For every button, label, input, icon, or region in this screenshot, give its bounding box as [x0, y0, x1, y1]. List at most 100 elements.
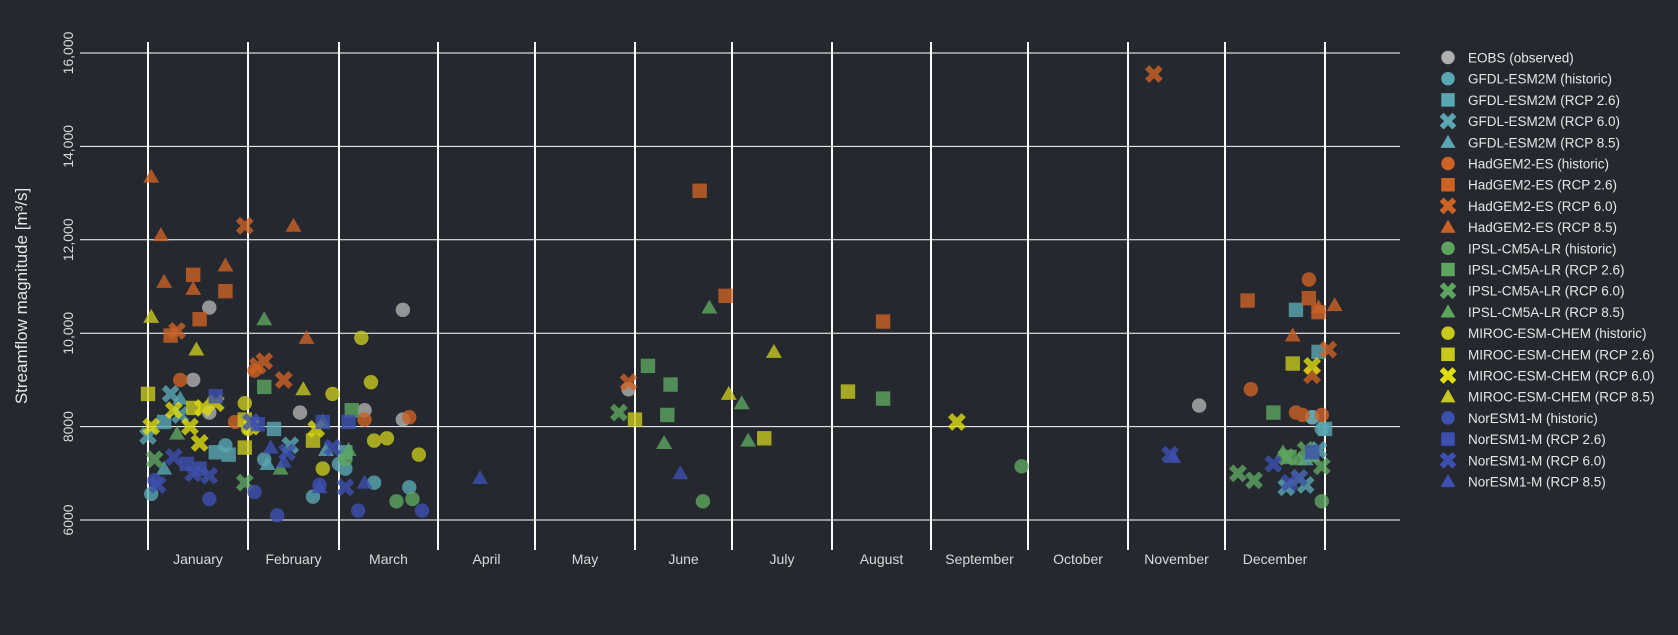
legend-item[interactable]: NorESM1-M (RCP 6.0) [1439, 451, 1606, 469]
legend-marker [1441, 262, 1455, 277]
data-point [627, 412, 643, 427]
y-tick-label: 10,000 [60, 312, 76, 355]
legend-marker [1441, 326, 1455, 340]
data-point [242, 413, 261, 431]
legend-item[interactable]: MIROC-ESM-CHEM (RCP 2.6) [1441, 347, 1655, 362]
data-point [875, 391, 891, 406]
data-point [1280, 473, 1299, 492]
x-tick-label: March [369, 551, 408, 567]
legend-marker [1439, 282, 1457, 300]
legend-label: MIROC-ESM-CHEM (RCP 2.6) [1468, 347, 1655, 362]
series-group [168, 65, 1338, 392]
data-point [323, 438, 342, 457]
data-point [266, 421, 282, 437]
legend-marker [1439, 367, 1457, 384]
data-point [840, 384, 856, 399]
series-group [169, 299, 1308, 475]
data-point [168, 321, 186, 340]
data-point [315, 414, 330, 430]
data-point [140, 386, 156, 402]
legend-item[interactable]: IPSL-CM5A-LR (RCP 8.5) [1440, 304, 1625, 320]
x-tick-label: June [668, 551, 699, 567]
legend-item[interactable]: NorESM1-M (historic) [1441, 411, 1598, 426]
data-point [292, 405, 308, 420]
data-point [341, 414, 356, 430]
series-group [143, 308, 782, 400]
legend-item[interactable]: GFDL-ESM2M (RCP 2.6) [1441, 93, 1620, 108]
legend-marker [1439, 451, 1457, 469]
data-point [619, 373, 638, 392]
legend-item[interactable]: IPSL-CM5A-LR (historic) [1441, 241, 1617, 256]
legend-marker [1441, 50, 1455, 65]
series-group [338, 447, 1329, 509]
data-point [1266, 405, 1281, 420]
series-group [257, 358, 1297, 465]
data-point [1314, 494, 1329, 509]
data-point [202, 300, 217, 315]
data-point [363, 375, 379, 390]
data-point [1284, 327, 1301, 342]
data-point [389, 494, 404, 509]
legend-item[interactable]: HadGEM2-ES (RCP 6.0) [1439, 197, 1617, 215]
data-point [672, 465, 689, 480]
data-point [237, 440, 252, 455]
legend-item[interactable]: GFDL-ESM2M (historic) [1441, 72, 1612, 87]
data-point [1288, 302, 1304, 318]
data-point [947, 413, 966, 431]
x-tick-label: November [1144, 551, 1209, 567]
legend-item[interactable]: IPSL-CM5A-LR (RCP 2.6) [1441, 262, 1625, 278]
legend-label: IPSL-CM5A-LR (RCP 2.6) [1468, 263, 1625, 278]
data-point [1295, 407, 1310, 423]
data-point [1285, 356, 1300, 371]
legend-item[interactable]: IPSL-CM5A-LR (RCP 6.0) [1439, 282, 1625, 300]
y-tick-label: 6000 [60, 504, 76, 535]
data-point [379, 431, 395, 446]
legend-item[interactable]: MIROC-ESM-CHEM (RCP 6.0) [1439, 367, 1655, 384]
data-point [663, 377, 678, 392]
legend-item[interactable]: GFDL-ESM2M (RCP 6.0) [1439, 112, 1620, 130]
series-group [237, 330, 427, 476]
legend-marker [1441, 177, 1455, 192]
series-group [156, 302, 1333, 462]
legend-label: NorESM1-M (RCP 8.5) [1468, 475, 1606, 490]
legend-item[interactable]: HadGEM2-ES (RCP 8.5) [1440, 219, 1618, 236]
x-tick-label: January [173, 551, 223, 567]
y-tick-label: 16,000 [60, 31, 76, 74]
data-point [1326, 297, 1343, 312]
point-layer [139, 65, 1343, 523]
y-axis-title: Streamflow magnitude [m³/s] [12, 188, 31, 404]
data-point [181, 417, 199, 436]
legend-item[interactable]: EOBS (observed) [1441, 51, 1574, 66]
data-point [1240, 293, 1255, 308]
legend-label: IPSL-CM5A-LR (RCP 8.5) [1468, 305, 1625, 320]
data-point [152, 227, 169, 242]
legend-label: MIROC-ESM-CHEM (RCP 6.0) [1468, 369, 1655, 384]
data-point [1304, 445, 1320, 460]
legend-item[interactable]: MIROC-ESM-CHEM (historic) [1441, 326, 1647, 341]
legend-item[interactable]: GFDL-ESM2M (RCP 8.5) [1440, 134, 1621, 151]
legend-item[interactable]: HadGEM2-ES (historic) [1441, 157, 1609, 172]
legend-label: GFDL-ESM2M (RCP 6.0) [1468, 114, 1620, 129]
data-point [395, 302, 411, 318]
data-point [275, 453, 292, 468]
legend-label: MIROC-ESM-CHEM (historic) [1468, 326, 1647, 341]
legend-item[interactable]: NorESM1-M (RCP 2.6) [1441, 432, 1606, 447]
data-point [660, 407, 675, 423]
data-point [325, 386, 340, 402]
data-point [156, 414, 172, 430]
legend-item[interactable]: MIROC-ESM-CHEM (RCP 8.5) [1440, 389, 1655, 405]
data-point [274, 370, 293, 389]
data-point [305, 433, 321, 448]
data-point [208, 389, 223, 404]
legend-label: EOBS (observed) [1468, 51, 1574, 66]
data-point [414, 503, 430, 518]
legend-item[interactable]: HadGEM2-ES (RCP 2.6) [1441, 178, 1617, 193]
data-point [188, 341, 205, 356]
data-point [1317, 421, 1333, 437]
data-point [1301, 272, 1317, 287]
data-point [169, 425, 186, 440]
y-tick-label: 12,000 [60, 218, 76, 261]
legend-label: GFDL-ESM2M (historic) [1468, 72, 1612, 87]
legend-item[interactable]: NorESM1-M (RCP 8.5) [1440, 474, 1606, 490]
